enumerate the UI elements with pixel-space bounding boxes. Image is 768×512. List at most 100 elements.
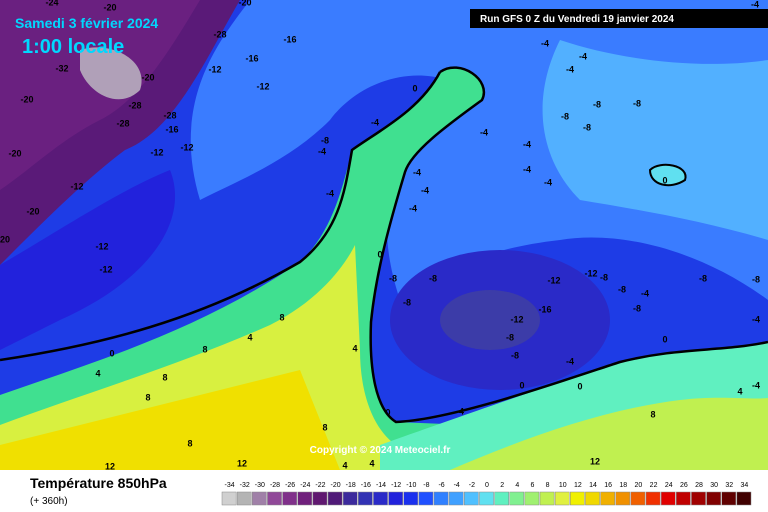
scale-swatch — [736, 491, 752, 506]
scale-swatch — [464, 491, 479, 506]
contour-label: -4 — [480, 127, 488, 137]
scale-swatch — [373, 491, 388, 506]
contour-label: 4 — [342, 460, 347, 470]
contour-label: 4 — [352, 343, 357, 353]
contour-label: -12 — [510, 314, 523, 324]
scale-tick: 6 — [530, 482, 534, 489]
scale-tick: 22 — [650, 482, 658, 489]
scale-tick: -26 — [285, 482, 295, 489]
scale-tick: -2 — [469, 482, 475, 489]
contour-label: 0 — [109, 348, 114, 358]
atlantic-cold — [0, 170, 176, 350]
contour-label: 0 — [377, 249, 382, 259]
contour-label: -20 — [141, 72, 154, 82]
contour-label: -8 — [429, 273, 437, 283]
scale-tick: -24 — [300, 482, 310, 489]
scale-tick: 14 — [589, 482, 597, 489]
scale-tick: -22 — [315, 482, 325, 489]
contour-label: -12 — [547, 275, 560, 285]
scale-swatch — [403, 491, 419, 506]
contour-label: -12 — [95, 241, 108, 251]
contour-label: -8 — [618, 284, 626, 294]
scale-tick: -4 — [454, 482, 460, 489]
scale-swatch — [494, 491, 509, 506]
contour-label: -8 — [321, 135, 329, 145]
contour-label: -4 — [523, 139, 531, 149]
contour-label: -4 — [523, 164, 531, 174]
scale-tick: -6 — [438, 482, 444, 489]
scale-tick: 8 — [546, 482, 550, 489]
scale-swatch — [448, 491, 464, 506]
contour-label: -16 — [245, 53, 258, 63]
contour-label: 8 — [145, 392, 150, 402]
europe-core — [440, 290, 540, 350]
scale-tick: 4 — [515, 482, 519, 489]
africa-field — [450, 397, 768, 470]
contour-label: -16 — [538, 304, 551, 314]
contour-label: -8 — [506, 332, 514, 342]
scale-swatch — [570, 491, 585, 506]
contour-label: -4 — [641, 288, 649, 298]
contour-label: -12 — [180, 142, 193, 152]
contour-label: -12 — [256, 81, 269, 91]
contour-label: 0 — [412, 83, 417, 93]
contour-label: 12 — [237, 458, 247, 468]
scale-tick: 0 — [485, 482, 489, 489]
contour-label: -12 — [150, 147, 163, 157]
scale-tick: -8 — [423, 482, 429, 489]
scale-tick: 32 — [725, 482, 733, 489]
contour-label: 4 — [369, 458, 374, 468]
contour-label: 8 — [650, 409, 655, 419]
contour-label: 4 — [95, 368, 100, 378]
warm-tongue — [0, 67, 484, 470]
scale-swatch — [252, 491, 267, 506]
scale-swatch — [509, 491, 525, 506]
contour-label: -8 — [752, 274, 760, 284]
contour-label: -8 — [389, 273, 397, 283]
run-info: Run GFS 0 Z du Vendredi 19 janvier 2024 — [480, 14, 674, 25]
scale-swatch — [691, 491, 706, 506]
scale-swatch — [585, 491, 600, 506]
scale-tick: -14 — [376, 482, 386, 489]
scale-swatch — [479, 491, 494, 506]
contour-label: -4 — [456, 406, 464, 416]
contour-label: -28 — [163, 110, 176, 120]
scale-swatch — [706, 491, 721, 506]
contour-label: -12 — [584, 268, 597, 278]
scale-swatch — [660, 491, 676, 506]
contour-label: -8 — [633, 98, 641, 108]
contour-label: 8 — [279, 312, 284, 322]
scale-swatch — [342, 491, 358, 506]
contour-label: 8 — [202, 344, 207, 354]
contour-label: -8 — [583, 122, 591, 132]
contour-label: -28 — [116, 118, 129, 128]
scale-tick: 20 — [635, 482, 643, 489]
scale-swatch — [236, 491, 252, 506]
scale-tick: -32 — [240, 482, 250, 489]
scale-tick: 26 — [680, 482, 688, 489]
footer-subtitle: (+ 360h) — [30, 496, 68, 507]
contour-label: -16 — [283, 34, 296, 44]
scale-swatch — [433, 491, 449, 506]
contour-label: -8 — [699, 273, 707, 283]
contour-label: 12 — [590, 456, 600, 466]
contour-label: -20 — [238, 0, 251, 7]
contour-label: -12 — [70, 181, 83, 191]
scale-swatch — [297, 491, 313, 506]
scale-swatch — [267, 491, 282, 506]
scale-swatch — [600, 491, 615, 506]
contour-label: 8 — [322, 422, 327, 432]
scale-tick: 30 — [710, 482, 718, 489]
scale-tick: 2 — [500, 482, 504, 489]
contour-label: -4 — [371, 117, 379, 127]
contour-label: -4 — [318, 146, 326, 156]
scale-swatch — [221, 491, 237, 506]
contour-label: -4 — [752, 314, 760, 324]
contour-label: -8 — [511, 350, 519, 360]
scale-tick: 34 — [741, 482, 749, 489]
date: Samedi 3 février 2024 — [15, 15, 158, 31]
contour-label: 20 — [0, 234, 10, 244]
scandinavia-field — [542, 40, 768, 240]
scale-swatch — [358, 491, 373, 506]
